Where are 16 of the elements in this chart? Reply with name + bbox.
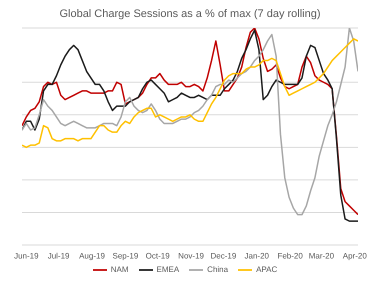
x-tick-label: Aug-19 [79, 252, 106, 261]
x-tick-label: Jul-19 [48, 252, 70, 261]
legend-label: APAC [256, 265, 278, 274]
legend-label: EMEA [156, 265, 180, 274]
x-tick-label: Jan-20 [244, 252, 270, 261]
x-tick-label: Feb-20 [277, 252, 304, 261]
x-tick-label: Jun-19 [14, 252, 40, 261]
x-tick-label: Apr-20 [342, 252, 368, 261]
x-tick-label: Nov-19 [178, 252, 205, 261]
chart-title: Global Charge Sessions as a % of max (7 day rolling) [58, 8, 322, 22]
legend-label: China [207, 265, 228, 274]
x-tick-label: Dec-19 [210, 252, 237, 261]
x-tick-label: Oct-19 [146, 252, 170, 261]
x-tick-label: Mar-20 [308, 252, 335, 261]
x-tick-label: Sep-19 [112, 252, 139, 261]
legend-label: NAM [110, 265, 128, 274]
